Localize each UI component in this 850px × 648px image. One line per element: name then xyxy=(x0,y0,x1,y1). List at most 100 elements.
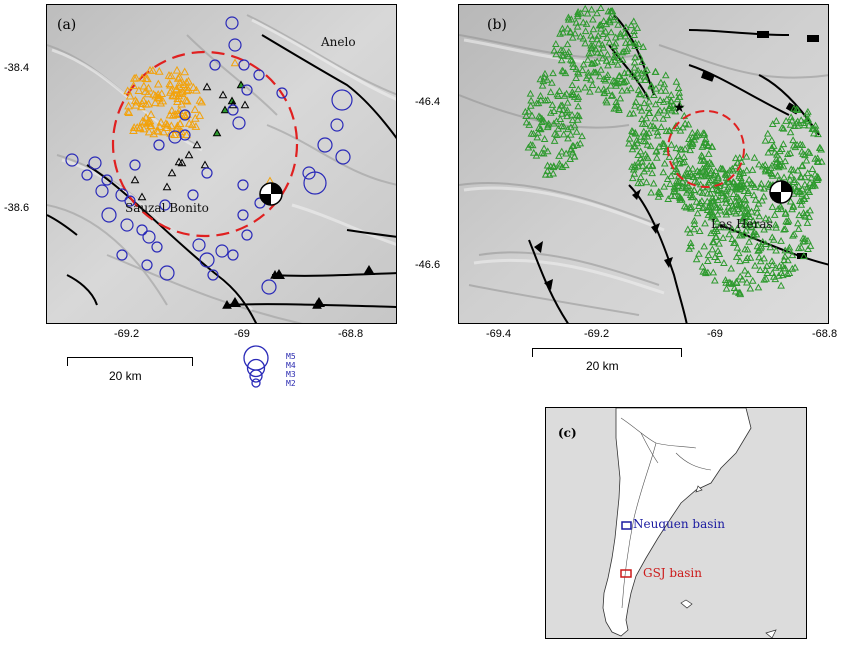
orange-triangles xyxy=(123,58,275,185)
green-triangle-marker xyxy=(672,77,681,85)
green-triangle-marker xyxy=(708,185,717,193)
green-triangle-marker xyxy=(690,216,699,224)
green-triangle-marker xyxy=(804,121,813,129)
green-triangle-marker xyxy=(680,202,689,210)
green-triangle-marker xyxy=(537,148,546,156)
green-triangle-marker xyxy=(640,72,649,80)
orange-triangle-marker xyxy=(165,79,175,88)
green-triangle-marker xyxy=(790,122,799,130)
green-triangle-marker xyxy=(721,180,729,188)
green-triangle-marker xyxy=(555,87,564,95)
orange-triangle-marker xyxy=(156,117,166,126)
blue-circle-marker xyxy=(151,241,163,253)
orange-triangle-marker xyxy=(190,113,200,122)
green-triangle-marker xyxy=(772,155,781,163)
green-triangle-marker xyxy=(558,101,567,109)
green-triangle-marker xyxy=(543,96,552,104)
place-anelo: Anelo xyxy=(321,35,356,49)
green-triangle-marker xyxy=(594,31,603,39)
green-triangle-marker xyxy=(798,185,807,193)
green-triangle-marker xyxy=(786,128,795,136)
relief-background xyxy=(47,5,396,323)
green-triangle-marker xyxy=(676,195,685,203)
orange-triangle-marker xyxy=(164,71,174,79)
orange-triangle-marker xyxy=(166,85,176,94)
green-triangle-marker xyxy=(552,131,561,139)
green-triangle-marker xyxy=(718,164,727,172)
green-triangle-marker xyxy=(550,46,559,54)
green-triangle-marker xyxy=(712,232,721,240)
green-triangle-marker xyxy=(598,54,607,62)
green-triangle-marker xyxy=(781,225,790,233)
green-triangle-marker xyxy=(528,141,537,149)
green-triangle-marker xyxy=(733,243,742,251)
green-triangle-marker xyxy=(751,261,759,269)
green-triangle-marker xyxy=(535,112,543,120)
green-triangle-marker xyxy=(773,171,782,179)
green-triangle-marker xyxy=(695,249,703,257)
green-triangle-marker xyxy=(637,106,646,114)
map-a-canvas xyxy=(47,5,396,323)
green-triangle-marker xyxy=(599,30,607,37)
black-triangle-marker xyxy=(270,269,280,279)
gsj-basin-box xyxy=(620,569,632,578)
green-triangle-marker xyxy=(732,279,741,287)
orange-triangle-marker xyxy=(148,65,158,74)
green-triangle-marker xyxy=(526,89,535,97)
green-triangle-marker xyxy=(765,215,773,223)
green-triangle-marker xyxy=(557,56,566,64)
green-triangle-marker xyxy=(610,13,619,20)
green-triangle-marker xyxy=(539,116,548,124)
green-triangle-marker xyxy=(610,77,619,85)
green-triangle-marker xyxy=(755,160,763,168)
green-triangle-marker xyxy=(543,166,552,174)
green-triangle-marker xyxy=(601,76,610,84)
blue-circle-marker xyxy=(179,129,191,141)
green-triangle-marker xyxy=(549,169,558,177)
green-triangle-marker xyxy=(555,151,563,159)
green-triangle-marker xyxy=(675,101,684,108)
green-triangle-marker xyxy=(760,254,768,262)
green-triangle-marker xyxy=(683,225,692,233)
green-triangle-marker xyxy=(758,162,767,170)
green-triangle-marker xyxy=(634,40,643,48)
orange-triangle-marker xyxy=(144,99,153,108)
black-triangle-marker xyxy=(167,168,177,177)
green-triangle-marker xyxy=(603,33,611,41)
green-triangle-marker xyxy=(798,162,806,170)
green-triangle-marker xyxy=(648,162,657,170)
green-triangle-marker xyxy=(581,5,590,12)
green-triangle-marker xyxy=(761,167,770,175)
green-triangle-marker xyxy=(742,226,750,234)
green-triangle-marker xyxy=(630,31,639,38)
green-triangle-marker xyxy=(522,118,531,126)
green-triangle-marker xyxy=(527,129,536,137)
green-triangle-marker xyxy=(569,63,578,71)
green-triangle-marker xyxy=(816,144,825,152)
green-triangle-marker xyxy=(573,94,582,102)
green-triangle-marker xyxy=(798,147,806,155)
green-triangle-marker xyxy=(768,203,777,210)
blue-circle-marker xyxy=(253,69,265,81)
green-triangle-marker xyxy=(724,183,733,191)
green-triangle-marker xyxy=(579,60,588,68)
green-triangle-marker xyxy=(559,122,568,130)
green-triangle-marker xyxy=(738,201,746,209)
green-triangle-marker xyxy=(609,15,618,23)
orange-triangle-marker xyxy=(162,123,171,131)
green-triangle-marker xyxy=(588,43,596,51)
green-triangle-marker xyxy=(665,126,674,134)
green-triangle-marker xyxy=(786,149,795,157)
green-triangle-marker xyxy=(777,281,785,289)
green-triangle-marker xyxy=(614,54,623,62)
green-triangle-marker xyxy=(721,223,730,231)
green-triangle-marker xyxy=(522,112,530,119)
green-triangle-marker xyxy=(614,60,622,68)
green-triangle-marker xyxy=(570,152,579,160)
green-triangle-marker xyxy=(767,136,776,144)
green-triangle-marker xyxy=(605,38,614,46)
green-triangle-marker xyxy=(708,176,716,183)
black-triangle-marker xyxy=(184,150,194,159)
green-triangle-marker xyxy=(693,178,701,186)
green-triangle-marker xyxy=(715,223,723,231)
